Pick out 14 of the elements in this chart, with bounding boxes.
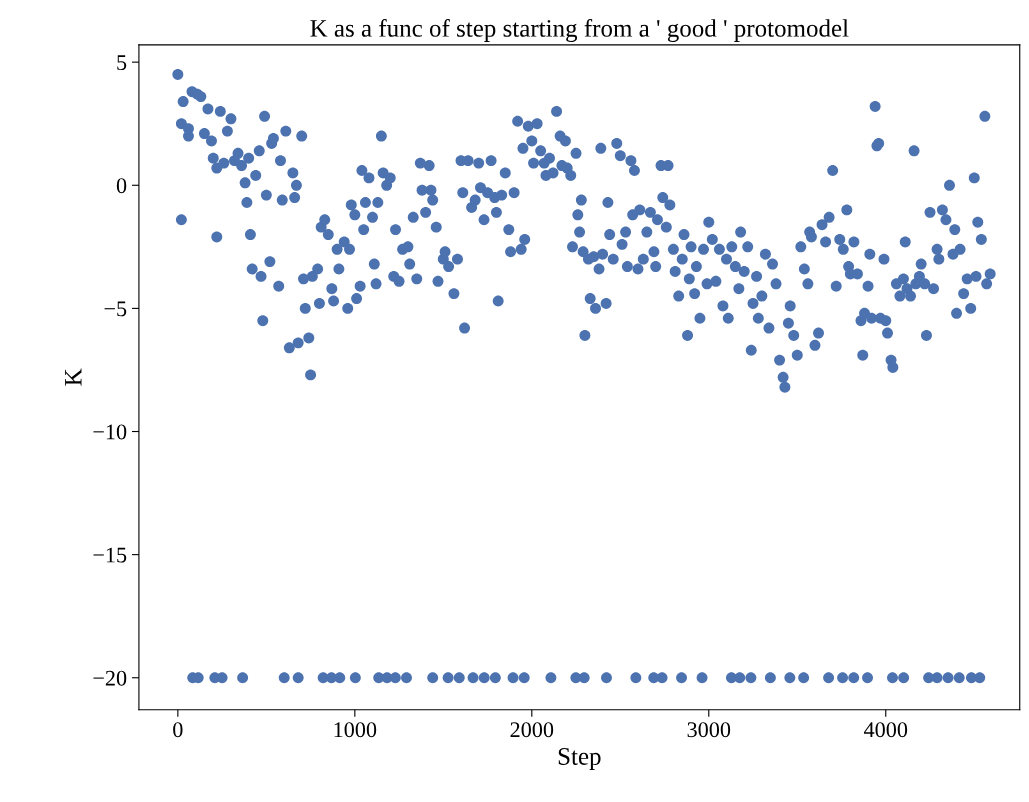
x-tick-label: 3000 <box>687 722 731 738</box>
x-axis-title: Step <box>558 748 601 770</box>
y-axis-title: K <box>65 368 82 386</box>
y-tick-label: 5 <box>117 55 127 71</box>
x-tick-label: 2000 <box>510 722 554 738</box>
y-tick-label: −10 <box>93 424 127 440</box>
y-tick-label: 0 <box>116 178 127 194</box>
y-tick-label: −15 <box>93 547 127 563</box>
y-tick-label: −5 <box>104 301 127 317</box>
x-tick-label: 0 <box>173 722 183 738</box>
y-tick-label: −20 <box>93 670 127 686</box>
chart-title: K as a func of step starting from a ' good ' protomodel <box>310 18 849 42</box>
x-tick-label: 4000 <box>863 722 908 738</box>
x-tick-label: 1000 <box>334 722 377 738</box>
